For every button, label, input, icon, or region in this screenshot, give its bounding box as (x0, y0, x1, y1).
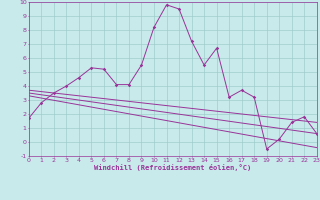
X-axis label: Windchill (Refroidissement éolien,°C): Windchill (Refroidissement éolien,°C) (94, 164, 252, 171)
